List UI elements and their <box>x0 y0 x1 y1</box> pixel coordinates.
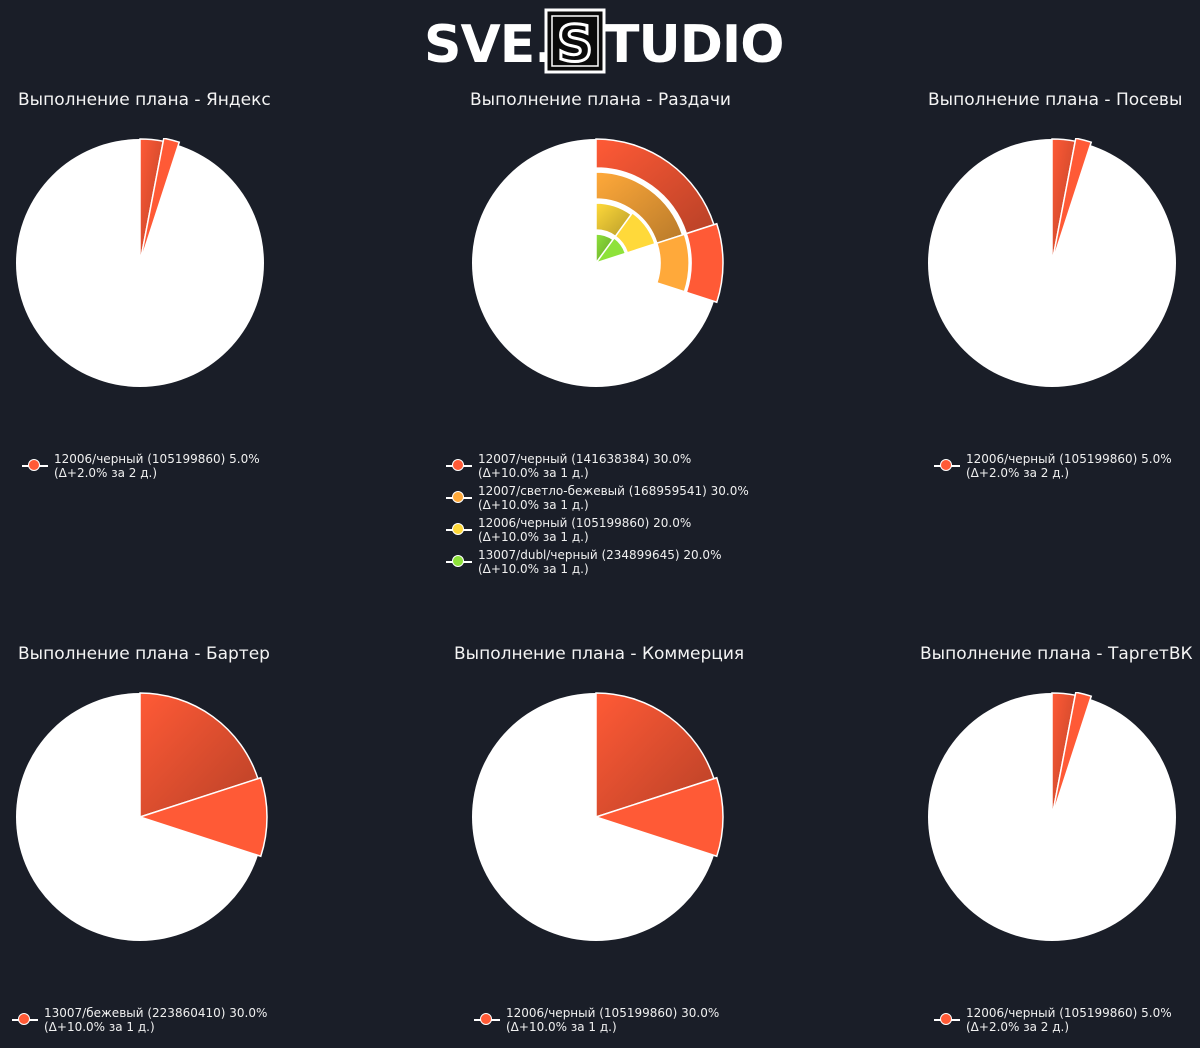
legend-entry: 12006/черный (105199860) 5.0% (Δ+2.0% за … <box>932 1006 1192 1034</box>
legend-label: 12007/черный (141638384) 30.0% <box>478 452 692 466</box>
svg-text:S: S <box>557 15 593 73</box>
chart-legend: 12006/черный (105199860) 30.0% (Δ+10.0% з… <box>472 1006 772 1038</box>
legend-delta: (Δ+10.0% за 1 д.) <box>478 498 589 512</box>
svg-text:TUDIO: TUDIO <box>604 15 783 75</box>
legend-marker-dot <box>28 459 40 471</box>
legend-delta: (Δ+2.0% за 2 д.) <box>54 466 158 480</box>
legend-label: 12006/черный (105199860) 30.0% <box>506 1006 720 1020</box>
pie-chart <box>16 138 264 387</box>
pie-slice-delta <box>139 138 181 264</box>
chart-legend: 12007/черный (141638384) 30.0% (Δ+10.0% з… <box>444 452 774 580</box>
pie-slice-delta <box>593 776 724 858</box>
legend-delta: (Δ+10.0% за 1 д.) <box>478 562 589 576</box>
legend-entry: 12007/светло-бежевый (168959541) 30.0% (Δ… <box>444 484 774 512</box>
chart-title: Выполнение плана - Яндекс <box>18 90 271 110</box>
sve-studio-logo: SVE. S TUDIO <box>424 8 784 75</box>
legend-marker-dot <box>480 1013 492 1025</box>
legend-label: 12007/светло-бежевый (168959541) 30.0% <box>478 484 749 498</box>
legend-entry: 12006/черный (105199860) 30.0% (Δ+10.0% з… <box>472 1006 772 1034</box>
chart-title: Выполнение плана - Коммерция <box>454 644 745 664</box>
legend-delta: (Δ+10.0% за 1 д.) <box>478 466 589 480</box>
legend-entry: 13007/бежевый (223860410) 30.0% (Δ+10.0% … <box>10 1006 310 1034</box>
pie-slice-previous <box>595 692 715 819</box>
legend-delta: (Δ+10.0% за 1 д.) <box>506 1020 617 1034</box>
legend-label: 13007/dubl/черный (234899645) 20.0% <box>478 548 722 562</box>
legend-marker-dot <box>452 459 464 471</box>
legend-entry: 12006/черный (105199860) 5.0% (Δ+2.0% за … <box>932 452 1192 480</box>
legend-marker-dot <box>452 491 464 503</box>
pie-chart <box>928 692 1176 941</box>
legend-label: 12006/черный (105199860) 5.0% <box>54 452 260 466</box>
legend-marker-dot <box>452 523 464 535</box>
legend-entry: 13007/dubl/черный (234899645) 20.0% (Δ+10… <box>444 548 774 576</box>
chart-legend: 13007/бежевый (223860410) 30.0% (Δ+10.0% … <box>10 1006 310 1038</box>
pie-slice-delta <box>596 236 627 264</box>
chart-title: Выполнение плана - Раздачи <box>470 90 731 110</box>
chart-title: Выполнение плана - Посевы <box>928 90 1183 110</box>
pie-chart <box>472 692 724 941</box>
pie-chart <box>16 692 268 941</box>
chart-legend: 12006/черный (105199860) 5.0% (Δ+2.0% за … <box>932 1006 1192 1038</box>
legend-marker-dot <box>940 1013 952 1025</box>
pie-slice-delta <box>614 211 656 254</box>
legend-delta: (Δ+10.0% за 1 д.) <box>44 1020 155 1034</box>
pie-chart <box>472 138 724 387</box>
legend-label: 12006/черный (105199860) 5.0% <box>966 452 1172 466</box>
legend-label: 13007/бежевый (223860410) 30.0% <box>44 1006 268 1020</box>
legend-entry: 12006/черный (105199860) 5.0% (Δ+2.0% за … <box>20 452 320 480</box>
legend-entry: 12007/черный (141638384) 30.0% (Δ+10.0% з… <box>444 452 774 480</box>
legend-delta: (Δ+10.0% за 1 д.) <box>478 530 589 544</box>
legend-entry: 12006/черный (105199860) 20.0% (Δ+10.0% з… <box>444 516 774 544</box>
legend-marker-dot <box>18 1013 30 1025</box>
svg-text:SVE.: SVE. <box>424 15 553 75</box>
chart-title: Выполнение плана - Бартер <box>18 644 270 664</box>
legend-label: 12006/черный (105199860) 20.0% <box>478 516 692 530</box>
legend-delta: (Δ+2.0% за 2 д.) <box>966 466 1070 480</box>
legend-marker-dot <box>940 459 952 471</box>
chart-title: Выполнение плана - ТаргетВК <box>920 644 1193 664</box>
legend-delta: (Δ+2.0% за 2 д.) <box>966 1020 1070 1034</box>
pie-slice-delta <box>1051 692 1093 818</box>
legend-label: 12006/черный (105199860) 5.0% <box>966 1006 1172 1020</box>
pie-chart <box>928 138 1176 387</box>
pie-slice-delta <box>1051 138 1093 264</box>
legend-marker-dot <box>452 555 464 567</box>
pie-slice-previous <box>139 692 259 819</box>
chart-legend: 12006/черный (105199860) 5.0% (Δ+2.0% за … <box>20 452 320 484</box>
pie-slice-delta <box>137 776 268 858</box>
pie-slice-delta <box>685 222 724 304</box>
pie-slice-delta <box>655 233 690 293</box>
chart-legend: 12006/черный (105199860) 5.0% (Δ+2.0% за … <box>932 452 1192 484</box>
